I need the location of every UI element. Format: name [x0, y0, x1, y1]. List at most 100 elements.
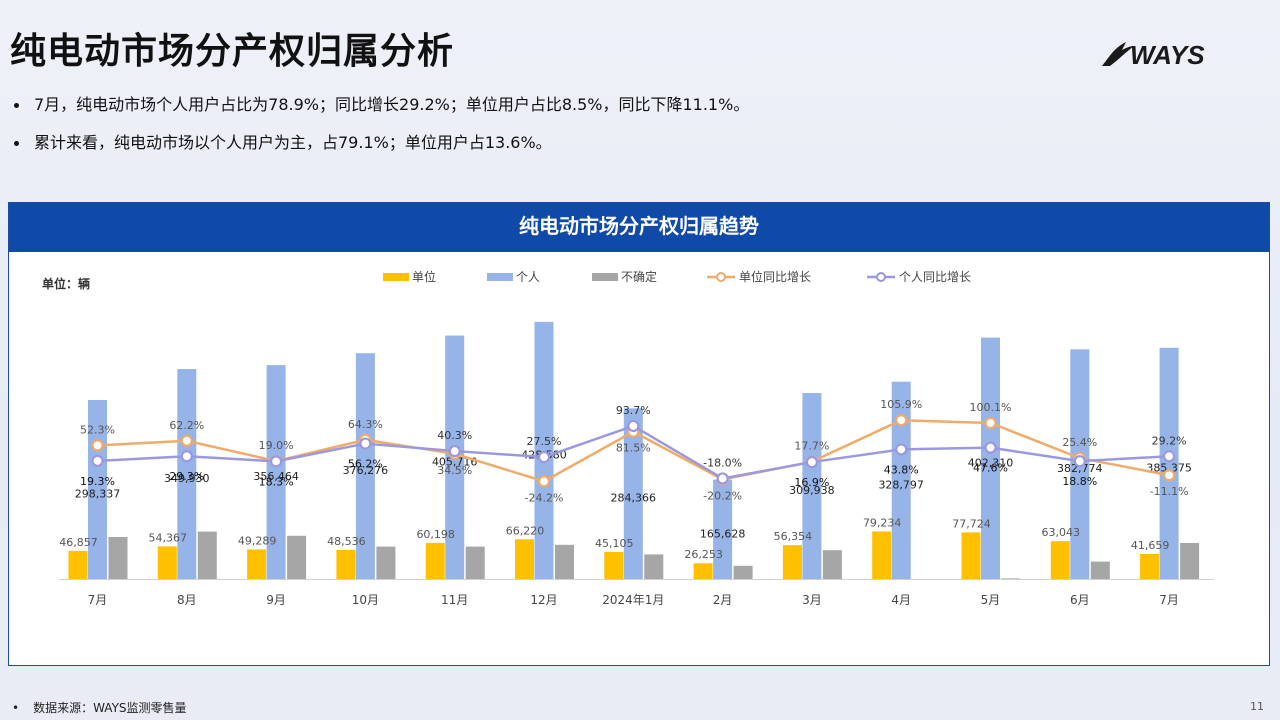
unit-value-label: 77,724 [952, 517, 991, 530]
personal-growth-label: 16.9% [794, 476, 829, 489]
legend-swatch [592, 273, 618, 281]
line-marker [1162, 450, 1176, 463]
bar-个人 [802, 393, 822, 579]
unit-value-label: 60,198 [416, 528, 455, 541]
bar-个人 [1159, 347, 1179, 579]
summary-bullet: 7月，纯电动市场个人用户占比为78.9%；同比增长29.2%；单位用户占比8.5… [12, 92, 749, 130]
bar-不确定 [733, 565, 753, 579]
line-marker [1162, 469, 1176, 482]
bar-个人 [177, 369, 197, 579]
unit-value-label: 48,536 [327, 535, 366, 548]
chart-canvas: 单位：辆 单位 个人 不确定 单位同比增长 个人同比增长 7月 8月 9月 10月 11月 12月 20… [42, 269, 1214, 607]
personal-growth-label: 19.3% [80, 475, 115, 488]
data-source: • 数据来源：WAYS监测零售量 [12, 699, 187, 716]
personal-growth-label: 29.3% [169, 470, 204, 483]
bar-单位 [425, 542, 445, 579]
unit-growth-label: 81.5% [616, 442, 651, 455]
bar-不确定 [644, 554, 664, 579]
x-tick-label: 8月 [177, 593, 197, 607]
unit-growth-label: 105.9% [880, 398, 922, 411]
bar-单位 [604, 551, 624, 579]
unit-growth-label: 25.4% [1062, 436, 1097, 449]
bar-不确定 [555, 544, 574, 579]
logo-mark-icon [1102, 42, 1134, 66]
unit-growth-label: 62.2% [169, 419, 204, 432]
bar-不确定 [108, 537, 128, 579]
line-marker [984, 416, 997, 430]
ways-logo: WAYS [1102, 40, 1205, 70]
personal-value-label: 298,337 [75, 487, 121, 500]
unit-value-label: 56,354 [774, 530, 813, 543]
personal-value-label: 284,366 [611, 492, 657, 505]
personal-growth-label: 18.8% [1062, 475, 1097, 488]
line-marker [537, 450, 551, 464]
unit-growth-label: 34.5% [437, 464, 472, 477]
x-tick-label: 12月 [530, 593, 557, 607]
personal-value-label: 356,464 [253, 470, 299, 483]
personal-value-label: 328,797 [878, 478, 924, 491]
unit-growth-label: -20.2% [703, 489, 742, 502]
line-marker [91, 454, 104, 468]
personal-growth-label: 40.3% [437, 429, 472, 442]
summary-bullets: 7月，纯电动市场个人用户占比为78.9%；同比增长29.2%；单位用户占比8.5… [12, 92, 749, 168]
line-marker [984, 441, 997, 454]
line-marker [359, 437, 372, 450]
line-marker [895, 414, 908, 427]
chart-title: 纯电动市场分产权归属趋势 [9, 203, 1269, 252]
unit-growth-label: 64.3% [348, 418, 383, 431]
legend-swatch [487, 273, 513, 281]
x-tick-label: 3月 [802, 593, 822, 607]
personal-value-label: 382,774 [1057, 462, 1103, 475]
line-marker [180, 434, 193, 447]
line-marker [537, 475, 551, 488]
legend-item-personal-growth: 个人同比增长 [899, 270, 971, 284]
data-source-text: 数据来源：WAYS监测零售量 [33, 701, 187, 715]
bar-不确定 [1180, 543, 1200, 579]
bar-单位 [961, 532, 981, 579]
bar-个人 [713, 479, 733, 579]
bar-单位 [336, 549, 356, 579]
x-tick-label: 6月 [1070, 593, 1090, 607]
bar-个人 [534, 321, 554, 579]
personal-growth-label: 29.2% [1152, 434, 1187, 447]
legend-item-personal: 个人 [516, 270, 540, 284]
logo-text: WAYS [1130, 40, 1205, 70]
line-marker [180, 450, 193, 463]
bar-不确定 [1001, 578, 1021, 579]
bar-单位 [247, 549, 267, 579]
personal-growth-label: -18.0% [703, 456, 742, 469]
x-tick-label: 11月 [441, 593, 468, 607]
bar-单位 [1050, 541, 1070, 579]
bar-个人 [623, 408, 643, 579]
unit-growth-label: 100.1% [970, 401, 1012, 414]
bar-单位 [68, 550, 88, 579]
line-marker [805, 455, 819, 469]
line-marker [270, 455, 283, 468]
bar-不确定 [197, 531, 217, 579]
personal-value-label: 376,276 [343, 464, 389, 477]
bar-个人 [891, 381, 911, 579]
footer-bullet: • [12, 701, 20, 715]
x-tick-label: 9月 [266, 593, 286, 607]
x-tick-label: 2月 [713, 593, 733, 607]
chart-panel: 纯电动市场分产权归属趋势 单位：辆 单位 个人 不确定 单位同比增长 个人同比增长 7月 8月… [8, 202, 1270, 666]
bar-单位 [872, 531, 892, 579]
unit-label: 单位：辆 [42, 276, 90, 291]
x-tick-label: 10月 [352, 593, 379, 607]
personal-value-label: 349,930 [164, 472, 210, 485]
bar-不确定 [1090, 561, 1110, 579]
personal-value-label: 309,938 [789, 484, 835, 497]
unit-growth-label: -11.1% [1150, 485, 1189, 498]
unit-value-label: 41,659 [1131, 539, 1170, 552]
bar-个人 [355, 353, 375, 579]
unit-growth-label: -24.2% [525, 491, 564, 504]
personal-value-label: 385,375 [1146, 461, 1192, 474]
bar-不确定 [822, 550, 842, 579]
page-number: 11 [1250, 700, 1264, 713]
unit-value-label: 66,220 [506, 524, 545, 537]
bar-不确定 [287, 535, 307, 579]
unit-value-label: 63,043 [1042, 526, 1081, 539]
personal-growth-label: 56.2% [348, 458, 383, 471]
line-marker [716, 472, 729, 485]
summary-bullet: 累计来看，纯电动市场以个人用户为主，占79.1%；单位用户占13.6%。 [12, 130, 749, 168]
